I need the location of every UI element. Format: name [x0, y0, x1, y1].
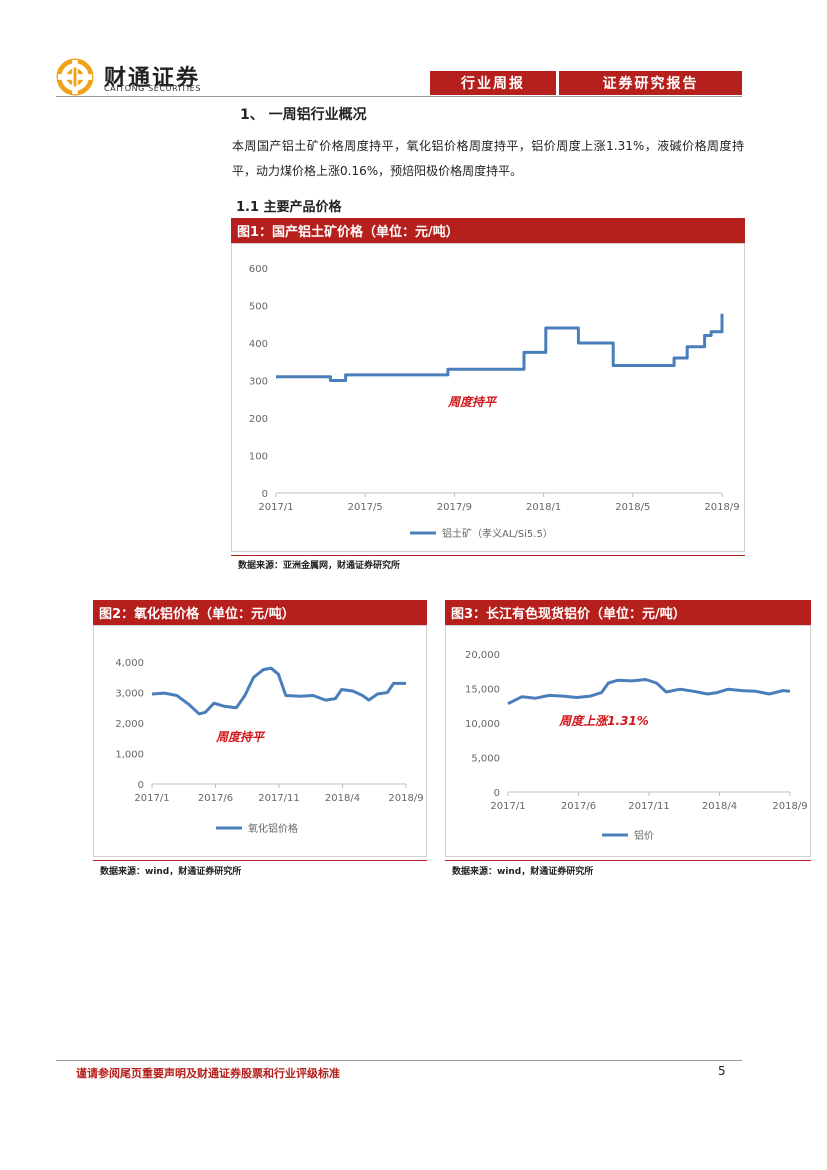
- series-line: [507, 678, 791, 706]
- y-tick-label: 200: [249, 414, 268, 425]
- y-tick-label: 10,000: [465, 719, 500, 730]
- figure-2-title: 图2：氧化铝价格（单位：元/吨）: [93, 600, 427, 625]
- subsection-title: 1.1 主要产品价格: [236, 200, 342, 215]
- x-tick-label: 2017/1: [490, 801, 525, 812]
- chart-annotation: 周度上涨1.31%: [558, 714, 649, 728]
- y-tick-label: 15,000: [465, 685, 500, 696]
- y-tick-label: 500: [249, 302, 268, 313]
- legend-label: 铝土矿（孝义AL/Si5.5）: [442, 527, 553, 540]
- header-divider: [56, 96, 742, 97]
- chart-annotation: 周度持平: [447, 395, 498, 409]
- x-tick-label: 2018/5: [615, 502, 650, 513]
- figure-3-source-line: [445, 860, 811, 861]
- y-tick-label: 2,000: [115, 719, 144, 730]
- x-tick-label: 2017/11: [628, 801, 670, 812]
- y-tick-label: 0: [138, 780, 144, 791]
- y-tick-label: 3,000: [115, 689, 144, 700]
- x-tick-label: 2017/6: [561, 801, 596, 812]
- x-tick-label: 2018/4: [702, 801, 737, 812]
- y-tick-label: 0: [494, 788, 500, 799]
- y-tick-label: 1,000: [115, 750, 144, 761]
- x-tick-label: 2017/1: [258, 502, 293, 513]
- footer-disclaimer: 谨请参阅尾页重要声明及财通证券股票和行业评级标准: [76, 1067, 340, 1080]
- y-tick-label: 100: [249, 452, 268, 463]
- legend-label: 铝价: [634, 830, 654, 842]
- figure-1-source-line: [231, 555, 745, 556]
- series-line: [151, 666, 406, 716]
- x-tick-label: 2018/9: [388, 793, 423, 804]
- y-tick-label: 20,000: [465, 650, 500, 661]
- figure-1-title: 图1：国产铝土矿价格（单位：元/吨）: [231, 218, 745, 243]
- y-tick-label: 600: [249, 264, 268, 275]
- y-tick-label: 300: [249, 377, 268, 388]
- figure-3-title: 图3：长江有色现货铝价（单位：元/吨）: [445, 600, 811, 625]
- figure-2-box: 0 1,000 2,000 3,000 4,000 2017/1 2017/6 2017/11…: [93, 625, 427, 857]
- y-tick-label: 4,000: [115, 658, 144, 669]
- figure-3-source: 数据来源：wind，财通证券研究所: [452, 867, 594, 877]
- section-title: 1、 一周铝行业概况: [240, 107, 367, 123]
- footer-divider: [56, 1060, 742, 1061]
- chart-annotation: 周度持平: [215, 730, 266, 744]
- alumina-price-chart: 0 1,000 2,000 3,000 4,000 2017/1 2017/6 2017/11…: [115, 658, 423, 835]
- logo-text-en: CAITONG SECURITIES: [104, 84, 201, 93]
- aluminum-price-chart: 0 5,000 10,000 15,000 20,000 2017/1 2017/6 2017…: [465, 650, 808, 842]
- figure-1-box: 0 100 200 300 400 500 600 2017/1 2017/5 2017/9 201…: [231, 243, 745, 552]
- legend-label: 氧化铝价格: [248, 822, 298, 835]
- x-tick-label: 2018/9: [704, 502, 739, 513]
- figure-2-source-line: [93, 860, 427, 861]
- page-number: 5: [718, 1064, 726, 1078]
- x-tick-label: 2017/5: [348, 502, 383, 513]
- x-tick-label: 2018/1: [526, 502, 561, 513]
- x-tick-label: 2017/9: [437, 502, 472, 513]
- bauxite-price-chart: 0 100 200 300 400 500 600 2017/1 2017/5 2017/9 201…: [249, 264, 740, 540]
- summary-paragraph: 本周国产铝土矿价格周度持平，氧化铝价格周度持平，铝价周度上涨1.31%，液碱价格…: [232, 139, 744, 178]
- y-tick-label: 5,000: [471, 754, 500, 765]
- figure-3-box: 0 5,000 10,000 15,000 20,000 2017/1 2017/6 2017…: [445, 625, 811, 857]
- x-tick-label: 2017/6: [198, 793, 233, 804]
- logo-text-cn: 财通证券: [104, 66, 201, 91]
- x-tick-label: 2017/1: [134, 793, 169, 804]
- y-tick-label: 400: [249, 339, 268, 350]
- y-tick-label: 0: [262, 489, 268, 500]
- x-tick-label: 2018/9: [772, 801, 807, 812]
- x-tick-label: 2018/4: [325, 793, 360, 804]
- header-tab-weekly: 行业周报: [430, 71, 556, 95]
- caitong-logo-icon: [56, 58, 94, 96]
- header-tab-report: 证券研究报告: [559, 71, 742, 95]
- x-tick-label: 2017/11: [258, 793, 300, 804]
- figure-2-source: 数据来源：wind，财通证券研究所: [100, 867, 242, 877]
- figure-1-source: 数据来源：亚洲金属网，财通证券研究所: [238, 561, 401, 571]
- series-line: [276, 313, 724, 382]
